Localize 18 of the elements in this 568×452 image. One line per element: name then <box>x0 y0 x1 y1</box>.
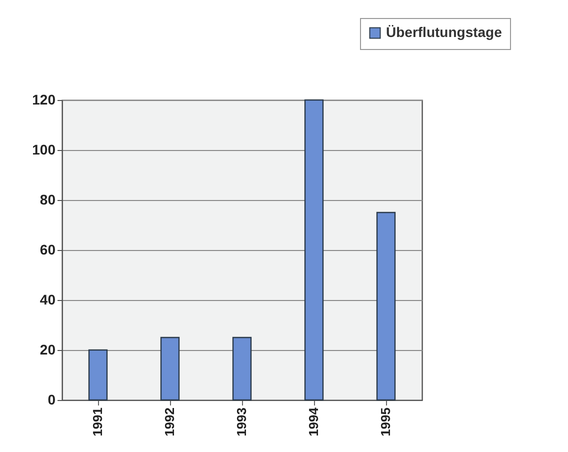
y-tick-label: 80 <box>40 192 56 208</box>
bar <box>160 336 180 401</box>
y-tick-label: 60 <box>40 242 56 258</box>
x-tick-label: 1992 <box>162 408 177 436</box>
x-tick-label: 1993 <box>234 408 249 436</box>
y-tick-label: 20 <box>40 342 56 358</box>
x-tick-label: 1995 <box>378 408 393 436</box>
y-tick-label: 100 <box>32 142 56 158</box>
y-tick-label: 40 <box>40 292 56 308</box>
bar <box>88 349 108 401</box>
bar <box>304 99 324 401</box>
y-tick-label: 120 <box>32 92 56 108</box>
bar <box>232 336 252 401</box>
x-tick-label: 1994 <box>306 406 321 436</box>
bar <box>376 212 396 401</box>
x-tick-label: 1991 <box>90 408 105 436</box>
y-tick-label: 0 <box>48 392 56 408</box>
legend-label: Überflutungstage <box>386 24 502 40</box>
